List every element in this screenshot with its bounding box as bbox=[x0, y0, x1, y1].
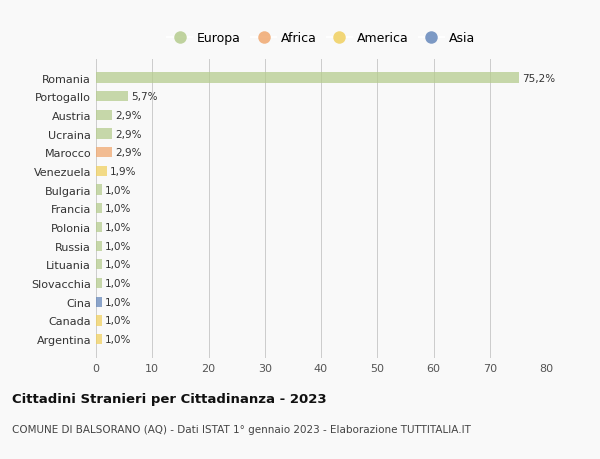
Bar bbox=[96, 73, 519, 84]
Bar bbox=[96, 129, 112, 140]
Text: 1,0%: 1,0% bbox=[105, 279, 131, 288]
Bar bbox=[96, 111, 112, 121]
Legend: Europa, Africa, America, Asia: Europa, Africa, America, Asia bbox=[162, 27, 480, 50]
Bar bbox=[96, 148, 112, 158]
Text: 1,0%: 1,0% bbox=[105, 241, 131, 251]
Bar bbox=[96, 278, 101, 289]
Text: Cittadini Stranieri per Cittadinanza - 2023: Cittadini Stranieri per Cittadinanza - 2… bbox=[12, 392, 326, 405]
Text: 1,0%: 1,0% bbox=[105, 204, 131, 214]
Bar bbox=[96, 316, 101, 326]
Bar bbox=[96, 241, 101, 251]
Bar bbox=[96, 185, 101, 196]
Text: 1,0%: 1,0% bbox=[105, 334, 131, 344]
Bar bbox=[96, 167, 107, 177]
Text: 2,9%: 2,9% bbox=[116, 129, 142, 139]
Text: 2,9%: 2,9% bbox=[116, 148, 142, 158]
Bar bbox=[96, 334, 101, 344]
Text: 1,9%: 1,9% bbox=[110, 167, 137, 177]
Bar bbox=[96, 204, 101, 214]
Text: COMUNE DI BALSORANO (AQ) - Dati ISTAT 1° gennaio 2023 - Elaborazione TUTTITALIA.: COMUNE DI BALSORANO (AQ) - Dati ISTAT 1°… bbox=[12, 425, 471, 435]
Text: 5,7%: 5,7% bbox=[131, 92, 158, 102]
Text: 75,2%: 75,2% bbox=[523, 73, 556, 84]
Text: 1,0%: 1,0% bbox=[105, 223, 131, 232]
Text: 1,0%: 1,0% bbox=[105, 185, 131, 195]
Text: 1,0%: 1,0% bbox=[105, 316, 131, 326]
Text: 1,0%: 1,0% bbox=[105, 260, 131, 270]
Bar bbox=[96, 222, 101, 233]
Bar bbox=[96, 297, 101, 307]
Text: 1,0%: 1,0% bbox=[105, 297, 131, 307]
Bar bbox=[96, 92, 128, 102]
Bar bbox=[96, 260, 101, 270]
Text: 2,9%: 2,9% bbox=[116, 111, 142, 121]
